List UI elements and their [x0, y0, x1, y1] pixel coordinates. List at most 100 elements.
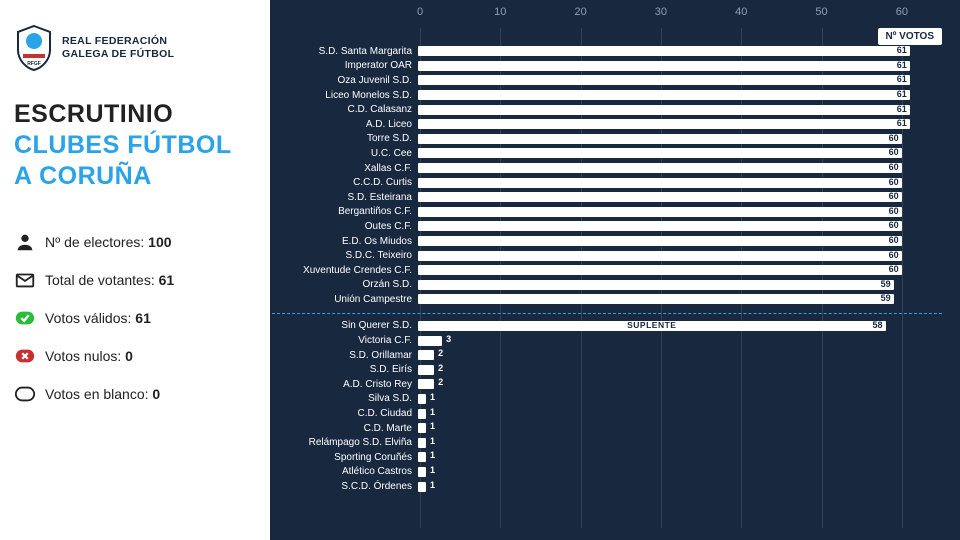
bar: 61 [418, 119, 910, 129]
bar-label: Imperator OAR [270, 60, 418, 71]
bar [418, 423, 426, 433]
bar-label: Sporting Coruñés [270, 452, 418, 463]
title-line2: CLUBES FÚTBOL [14, 131, 256, 160]
axis-tick: 60 [896, 6, 908, 18]
bar-value: 60 [889, 162, 899, 172]
bar-row: S.D. Esteirana60 [270, 190, 942, 205]
bar: 60 [418, 148, 902, 158]
bar-label: Outes C.F. [270, 221, 418, 232]
bar [418, 365, 434, 375]
bar-value: 1 [430, 436, 435, 446]
bar-label: Silva S.D. [270, 393, 418, 404]
bar: 60 [418, 221, 902, 231]
bar-value: 60 [889, 133, 899, 143]
bar-value: 61 [897, 104, 907, 114]
bar: 61 [418, 46, 910, 56]
bar-label: C.D. Ciudad [270, 408, 418, 419]
bar-value: 2 [438, 348, 443, 358]
bar-row: C.C.D. Curtis60 [270, 175, 942, 190]
bar-row: S.D.C. Teixeiro 60 [270, 248, 942, 263]
page: RFGF REAL FEDERACIÓN GALEGA DE FÚTBOL ES… [0, 0, 960, 540]
bar-row: S.D. Orillamar 2 [270, 348, 942, 363]
bar-label: Oza Juvenil S.D. [270, 75, 418, 86]
bar-label: Liceo Monelos S.D. [270, 90, 418, 101]
bar-label: A.D. Liceo [270, 119, 418, 130]
bar: 60 [418, 265, 902, 275]
org-line1: REAL FEDERACIÓN [62, 35, 174, 48]
bar: 60 [418, 236, 902, 246]
bar-value: 60 [889, 250, 899, 260]
bar-value: 3 [446, 334, 451, 344]
bar-row: C.D. Ciudad1 [270, 406, 942, 421]
axis-tick: 50 [815, 6, 827, 18]
svg-text:RFGF: RFGF [27, 61, 41, 67]
bar-value: 2 [438, 377, 443, 387]
bar-row: E.D. Os Miudos60 [270, 234, 942, 249]
left-panel: RFGF REAL FEDERACIÓN GALEGA DE FÚTBOL ES… [0, 0, 270, 540]
bar [418, 452, 426, 462]
suplente-label: SUPLENTE [627, 320, 676, 330]
bar-row: A.D. Liceo61 [270, 117, 942, 132]
bar-row: C.D. Marte1 [270, 421, 942, 436]
stat-electores: Nº de electores: 100 [14, 231, 256, 253]
bar: 61 [418, 61, 910, 71]
bar: 61 [418, 75, 910, 85]
shield-icon: RFGF [14, 24, 54, 72]
bar-row: C.D. Calasanz 61 [270, 102, 942, 117]
bar: 60 [418, 178, 902, 188]
bar [418, 394, 426, 404]
bar-row: S.C.D. Órdenes 1 [270, 479, 942, 494]
bar-value: 61 [897, 60, 907, 70]
bar-value: 60 [889, 177, 899, 187]
bar-row: S.D. Eirís2 [270, 362, 942, 377]
axis-tick: 20 [574, 6, 586, 18]
bar-value: 61 [897, 89, 907, 99]
bar-row: Victoria C.F.3 [270, 333, 942, 348]
bar-value: 58 [873, 320, 883, 330]
bar-label: S.D. Eirís [270, 364, 418, 375]
bar: 60 [418, 192, 902, 202]
bar-value: 59 [881, 279, 891, 289]
bar-value: 60 [889, 147, 899, 157]
bar-row: Xallas C.F.60 [270, 161, 942, 176]
bar-value: 1 [430, 450, 435, 460]
bar-value: 60 [889, 220, 899, 230]
bar: 61 [418, 105, 910, 115]
bar-label: C.D. Calasanz [270, 104, 418, 115]
logo: RFGF REAL FEDERACIÓN GALEGA DE FÚTBOL [14, 24, 256, 72]
stat-blanco: Votos en blanco: 0 [14, 383, 256, 405]
bar-label: S.D. Orillamar [270, 350, 418, 361]
bar-value: 1 [430, 465, 435, 475]
bar: 59 [418, 280, 894, 290]
bar [418, 438, 426, 448]
bar-row: Outes C.F. 60 [270, 219, 942, 234]
title-line3: A CORUÑA [14, 162, 256, 191]
bar-chart: S.D. Santa Margarita61Imperator OAR61Oza… [270, 44, 942, 530]
bar-row: A.D. Cristo Rey2 [270, 377, 942, 392]
bar-row: Relámpago S.D. Elviña 1 [270, 435, 942, 450]
axis-tick: 40 [735, 6, 747, 18]
bar-value: 60 [889, 264, 899, 274]
x-axis: 0102030405060 [420, 6, 942, 26]
bar: 60 [418, 134, 902, 144]
bar-value: 59 [881, 293, 891, 303]
divider [270, 309, 942, 317]
bar [418, 409, 426, 419]
bar-value: 1 [430, 480, 435, 490]
bar-label: E.D. Os Miudos [270, 236, 418, 247]
bar-label: Unión Campestre [270, 294, 418, 305]
bar-label: S.C.D. Órdenes [270, 481, 418, 492]
bar-label: S.D.C. Teixeiro [270, 250, 418, 261]
person-icon [14, 231, 36, 253]
bar-row: Imperator OAR 61 [270, 59, 942, 74]
bar-label: Bergantiños C.F. [270, 206, 418, 217]
bar [418, 482, 426, 492]
bar-label: C.D. Marte [270, 423, 418, 434]
bar-row: Bergantiños C.F.60 [270, 205, 942, 220]
bar-label: Relámpago S.D. Elviña [270, 437, 418, 448]
bar-label: Torre S.D. [270, 133, 418, 144]
bar-label: Xuventude Crendes C.F. [270, 265, 418, 276]
bar-label: Atlético Castros [270, 466, 418, 477]
blank-icon [14, 383, 36, 405]
bar-row: U.C. Cee60 [270, 146, 942, 161]
